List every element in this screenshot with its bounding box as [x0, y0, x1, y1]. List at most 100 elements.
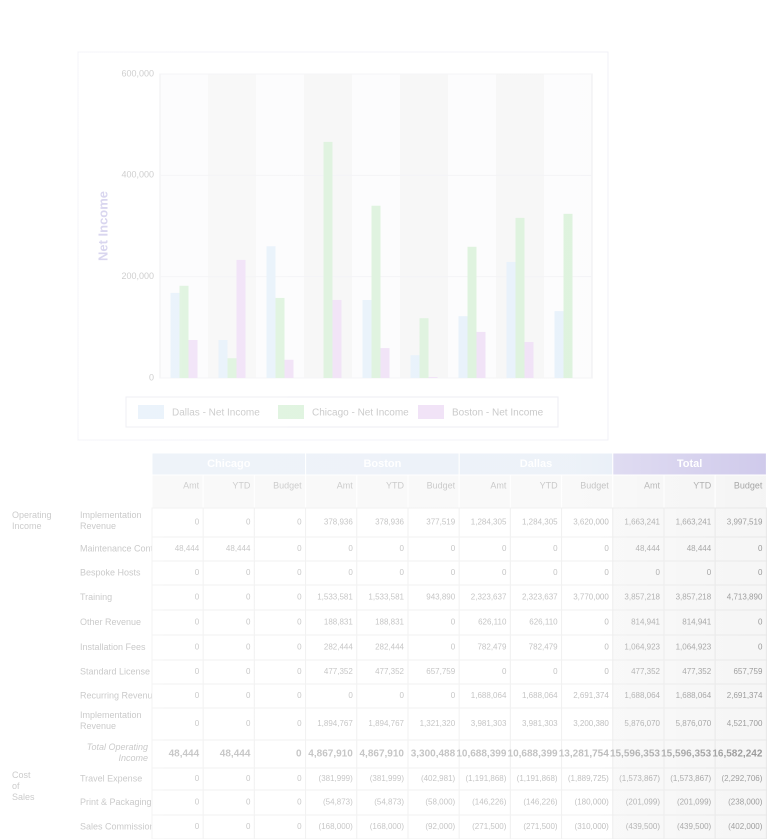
cell-value: (1,191,868) [465, 774, 506, 783]
cell-value: 0 [502, 544, 507, 553]
cell-value: 0 [246, 618, 251, 627]
row-label-line: Revenue [80, 521, 116, 531]
bar [524, 342, 534, 378]
cell-value: 0 [451, 643, 456, 652]
bar [458, 316, 468, 378]
cell-value: 0 [297, 774, 302, 783]
cell-value: (54,873) [323, 798, 353, 807]
cell-value: (54,873) [374, 798, 404, 807]
group-header-label: Total [677, 458, 702, 470]
cell-value: 0 [246, 719, 251, 728]
cell-value: (271,500) [472, 822, 507, 831]
cell-value: (1,889,725) [568, 774, 609, 783]
row-label: Bespoke Hosts [80, 567, 141, 577]
plot-band [208, 74, 256, 378]
cell-value: 0 [604, 544, 609, 553]
cell-value: 0 [195, 518, 200, 527]
cell-value: 0 [246, 798, 251, 807]
row-label: Implementation Revenue [80, 710, 142, 731]
bar [227, 358, 237, 378]
cell-value: (439,500) [626, 822, 661, 831]
column-header-label: Budget [427, 480, 456, 490]
cell-value: 3,997,519 [727, 518, 763, 527]
cell-value: 1,894,767 [317, 719, 353, 728]
column-header-label: YTD [540, 480, 559, 490]
column-header-label: Budget [273, 480, 302, 490]
cell-value: 0 [451, 691, 456, 700]
cell-value: 0 [297, 798, 302, 807]
row-label-line: Implementation [80, 710, 142, 720]
cell-value: 0 [348, 568, 353, 577]
bar [218, 340, 228, 378]
cell-value: 782,479 [477, 643, 506, 652]
cell-value: 2,323,637 [522, 593, 558, 602]
cell-value: 0 [297, 518, 302, 527]
cell-value: 3,857,218 [624, 593, 660, 602]
cell-value: 1,533,581 [317, 593, 353, 602]
cell-value: (1,573,867) [619, 774, 660, 783]
cell-value: 0 [246, 667, 251, 676]
cell-value: 282,444 [375, 643, 404, 652]
cell-value: 0 [246, 518, 251, 527]
legend-label: Boston - Net Income [452, 408, 544, 419]
cell-value: 2,691,374 [727, 691, 763, 700]
row-label: Recurring Revenue [80, 690, 158, 700]
cell-value: 5,876,070 [676, 719, 712, 728]
cell-value: 0 [195, 798, 200, 807]
bar [554, 311, 564, 378]
cell-value: 4,713,890 [727, 593, 763, 602]
cell-value: 0 [400, 568, 405, 577]
cell-value: 0 [195, 691, 200, 700]
row-label: Travel Expense [80, 773, 142, 783]
cell-value: 0 [195, 667, 200, 676]
cell-value: 282,444 [324, 643, 353, 652]
cell-value: (381,999) [319, 774, 354, 783]
cell-value: 48,444 [687, 544, 712, 553]
row-label-line: Total Operating [87, 742, 148, 752]
cell-value: 0 [604, 643, 609, 652]
cell-value: (168,000) [370, 822, 405, 831]
cell-value: (402,981) [421, 774, 456, 783]
cell-value: 0 [400, 544, 405, 553]
cell-value: 2,691,374 [573, 691, 609, 700]
cell-value: 377,519 [426, 518, 455, 527]
column-header-label: Budget [734, 480, 763, 490]
legend-label: Chicago - Net Income [312, 408, 409, 419]
cell-value: 0 [195, 643, 200, 652]
cell-value: 626,110 [529, 618, 558, 627]
bar [332, 299, 342, 378]
cell-value: (92,000) [425, 822, 455, 831]
cell-value: 1,284,305 [522, 518, 558, 527]
bar [410, 355, 420, 378]
cell-value: 477,352 [631, 667, 660, 676]
bar [266, 246, 276, 378]
cell-value: 1,663,241 [624, 518, 660, 527]
y-tick-label: 600,000 [121, 68, 154, 78]
cell-value: 3,770,000 [573, 593, 609, 602]
column-header-label: YTD [386, 480, 405, 490]
cell-value: 477,352 [682, 667, 711, 676]
cell-value: 2,323,637 [471, 593, 507, 602]
cell-value: 0 [604, 618, 609, 627]
cell-value: 0 [451, 568, 456, 577]
legend-label: Dallas - Net Income [172, 408, 260, 419]
legend-swatch [278, 405, 304, 419]
row-label: Standard License [80, 666, 150, 676]
cell-value: 0 [297, 593, 302, 602]
cell-value: 3,200,380 [573, 719, 609, 728]
cell-value: 13,281,754 [559, 749, 609, 760]
cell-value: 0 [296, 749, 302, 760]
cell-value: 1,321,320 [420, 719, 456, 728]
cell-value: 0 [297, 544, 302, 553]
bar [236, 259, 246, 378]
cell-value: 0 [195, 719, 200, 728]
cell-value: 188,831 [324, 618, 353, 627]
cell-value: 378,936 [375, 518, 404, 527]
row-label: Implementation Revenue [80, 510, 142, 531]
cell-value: (402,000) [728, 822, 763, 831]
cell-value: 0 [246, 593, 251, 602]
cell-value: 0 [297, 719, 302, 728]
cell-value: 1,064,923 [676, 643, 712, 652]
column-header-label: Amt [183, 480, 200, 490]
